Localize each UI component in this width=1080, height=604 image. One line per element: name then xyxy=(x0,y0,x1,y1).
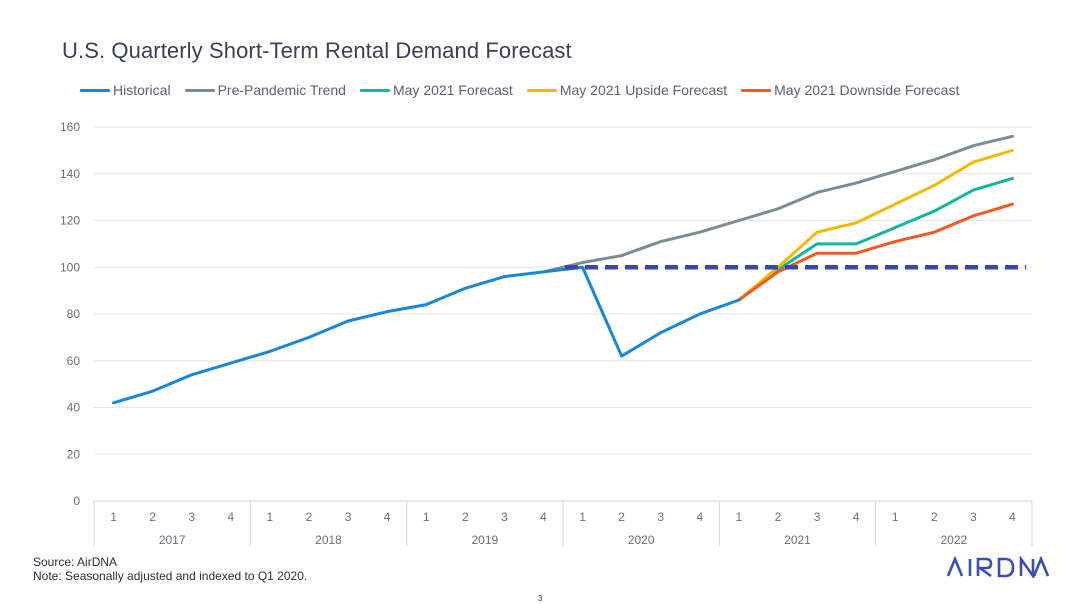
series-line-may-2021-forecast xyxy=(737,176,1014,302)
year-label: 2022 xyxy=(940,533,967,547)
x-tick-label: 4 xyxy=(540,510,547,524)
legend-label: May 2021 Upside Forecast xyxy=(559,82,728,98)
legend-swatch xyxy=(80,88,110,92)
chart-title: U.S. Quarterly Short-Term Rental Demand … xyxy=(62,38,572,63)
legend-label: May 2021 Downside Forecast xyxy=(774,82,960,98)
series-line-may-2021-upside-forecast xyxy=(737,148,1014,302)
year-label: 2017 xyxy=(159,533,186,547)
x-tick-label: 1 xyxy=(736,510,743,524)
y-tick-label: 80 xyxy=(67,307,81,321)
x-tick-label: 4 xyxy=(696,510,703,524)
note-text: Note: Seasonally adjusted and indexed to… xyxy=(33,569,308,583)
series-line-pre-pandemic-trend xyxy=(541,134,1014,274)
legend-swatch xyxy=(184,88,215,92)
legend-label: Pre-Pandemic Trend xyxy=(217,82,346,98)
x-tick-label: 4 xyxy=(227,510,234,524)
series-line-historical xyxy=(112,265,741,405)
x-tick-label: 2 xyxy=(149,510,156,524)
y-tick-label: 40 xyxy=(67,401,81,415)
year-label: 2019 xyxy=(471,533,498,547)
source-text: Source: AirDNA xyxy=(33,555,118,569)
x-tick-label: 1 xyxy=(423,510,430,524)
x-tick-label: 3 xyxy=(814,510,821,524)
x-tick-label: 2 xyxy=(462,510,469,524)
series-line-may-2021-downside-forecast xyxy=(737,202,1014,302)
legend-item: Pre-Pandemic Trend xyxy=(184,82,346,98)
legend-label: Historical xyxy=(113,82,171,98)
x-tick-label: 4 xyxy=(384,510,391,524)
legend-label: May 2021 Forecast xyxy=(392,82,513,98)
legend-item: Historical xyxy=(80,82,171,98)
legend-swatch xyxy=(526,88,557,92)
x-tick-label: 2 xyxy=(306,510,313,524)
legend-item: May 2021 Upside Forecast xyxy=(526,82,728,98)
legend-swatch xyxy=(741,88,772,92)
page-number: 3 xyxy=(538,594,543,603)
x-tick-label: 3 xyxy=(345,510,352,524)
year-label: 2021 xyxy=(784,533,811,547)
year-label: 2020 xyxy=(628,533,655,547)
x-tick-label: 1 xyxy=(892,510,899,524)
x-tick-label: 2 xyxy=(618,510,625,524)
x-tick-label: 3 xyxy=(501,510,508,524)
x-tick-label: 4 xyxy=(1009,510,1016,524)
y-tick-label: 20 xyxy=(67,447,81,461)
y-tick-label: 120 xyxy=(60,214,80,228)
chart-legend: Historical Pre-Pandemic Trend May 2021 For… xyxy=(80,82,959,98)
x-tick-label: 1 xyxy=(110,510,117,524)
legend-swatch xyxy=(359,88,390,92)
x-tick-label: 3 xyxy=(970,510,977,524)
legend-item: May 2021 Downside Forecast xyxy=(741,82,959,98)
y-tick-label: 100 xyxy=(60,260,80,274)
legend-item: May 2021 Forecast xyxy=(359,82,513,98)
footer-notes: Source: AirDNA Note: Seasonally adjusted… xyxy=(33,555,307,583)
year-label: 2018 xyxy=(315,533,342,547)
x-tick-label: 4 xyxy=(853,510,860,524)
x-tick-label: 2 xyxy=(775,510,782,524)
x-tick-label: 1 xyxy=(267,510,274,524)
airdna-logo-icon xyxy=(946,554,1050,581)
y-tick-label: 0 xyxy=(73,494,80,508)
y-tick-label: 140 xyxy=(60,167,80,181)
x-tick-label: 2 xyxy=(931,510,938,524)
x-tick-label: 3 xyxy=(657,510,664,524)
x-tick-label: 1 xyxy=(579,510,586,524)
x-tick-label: 3 xyxy=(188,510,195,524)
airdna-logo xyxy=(946,554,1050,583)
y-tick-label: 60 xyxy=(67,354,81,368)
y-tick-label: 160 xyxy=(60,120,80,134)
